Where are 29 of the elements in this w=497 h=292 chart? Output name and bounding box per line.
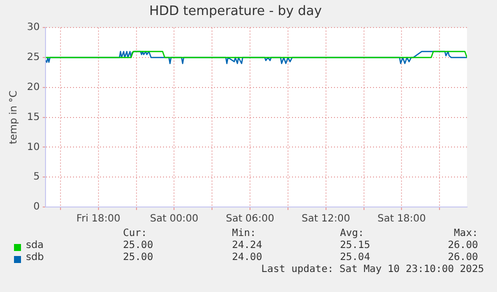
y-tick-label: 0 xyxy=(33,202,40,213)
text: 24.00 xyxy=(232,252,262,263)
text: 24.24 xyxy=(232,240,262,251)
text: 25.15 xyxy=(340,240,370,251)
chart-title: HDD temperature - by day xyxy=(149,4,322,20)
legend-label: sda xyxy=(26,240,44,251)
y-tick-label: 25 xyxy=(26,52,40,64)
text: 26.00 xyxy=(448,252,478,263)
y-tick-label: 10 xyxy=(26,142,40,153)
legend-label: sdb xyxy=(26,252,44,263)
text: Min: xyxy=(232,228,256,239)
y-tick-label: 30 xyxy=(26,22,40,34)
text: 25.04 xyxy=(340,252,370,263)
x-tick-label: Sat 06:00 xyxy=(226,214,274,225)
x-tick-label: Sat 12:00 xyxy=(302,214,350,225)
text: Max: xyxy=(454,228,478,239)
y-tick-label: 5 xyxy=(33,172,40,183)
text: Cur: xyxy=(123,228,148,239)
y-tick-label: 15 xyxy=(26,112,40,123)
x-tick-label: Fri 18:00 xyxy=(76,214,120,225)
text: 26.00 xyxy=(448,240,478,251)
text: Last update: Sat May 10 23:10:00 2025 xyxy=(261,264,484,275)
text: 25.00 xyxy=(123,252,154,263)
text: Avg: xyxy=(340,228,364,239)
text: 25.00 xyxy=(123,240,154,251)
y-axis-title: temp in °C xyxy=(8,90,20,144)
y-tick-label: 20 xyxy=(26,82,40,93)
x-tick-label: Sat 18:00 xyxy=(378,214,426,225)
x-tick-label: Sat 00:00 xyxy=(150,214,198,225)
